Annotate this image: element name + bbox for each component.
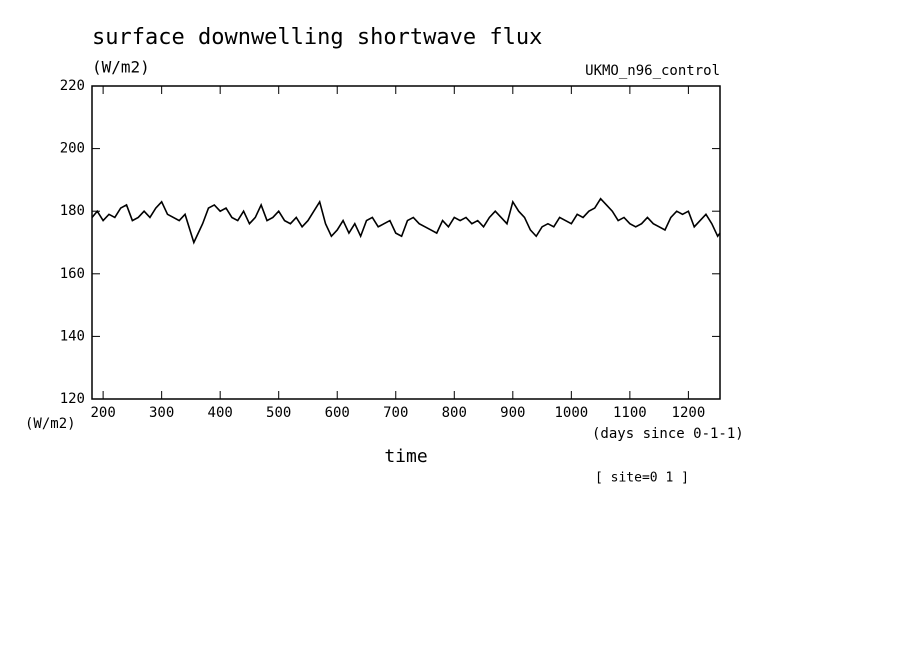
x-tick-label: 1000 — [554, 405, 588, 421]
y-unit-label: (W/m2) — [25, 416, 76, 432]
x-tick-label: 1100 — [613, 405, 647, 421]
x-unit-label: (days since 0-1-1) — [592, 426, 744, 442]
y-tick-label: 180 — [60, 203, 85, 219]
y-tick-label: 220 — [60, 78, 85, 94]
x-axis-label: time — [384, 446, 427, 467]
x-tick-label: 500 — [266, 405, 291, 421]
x-tick-label: 600 — [325, 405, 350, 421]
data-line — [91, 197, 721, 245]
x-tick-label: 800 — [442, 405, 467, 421]
dataset-label: UKMO_n96_control — [585, 63, 720, 79]
y-tick-label: 160 — [60, 266, 85, 282]
x-tick-label: 1200 — [672, 405, 706, 421]
y-tick-label: 200 — [60, 141, 85, 157]
x-tick-label: 400 — [208, 405, 233, 421]
chart-title: surface downwelling shortwave flux — [92, 25, 542, 50]
x-tick-label: 900 — [500, 405, 525, 421]
x-tick-label: 300 — [149, 405, 174, 421]
y-tick-label: 120 — [60, 391, 85, 407]
annotation: [ site=0 1 ] — [595, 471, 689, 486]
plot-frame — [91, 85, 721, 400]
chart-subtitle: (W/m2) — [92, 58, 150, 77]
y-tick-label: 140 — [60, 328, 85, 344]
x-tick-label: 700 — [383, 405, 408, 421]
x-tick-label: 200 — [90, 405, 115, 421]
